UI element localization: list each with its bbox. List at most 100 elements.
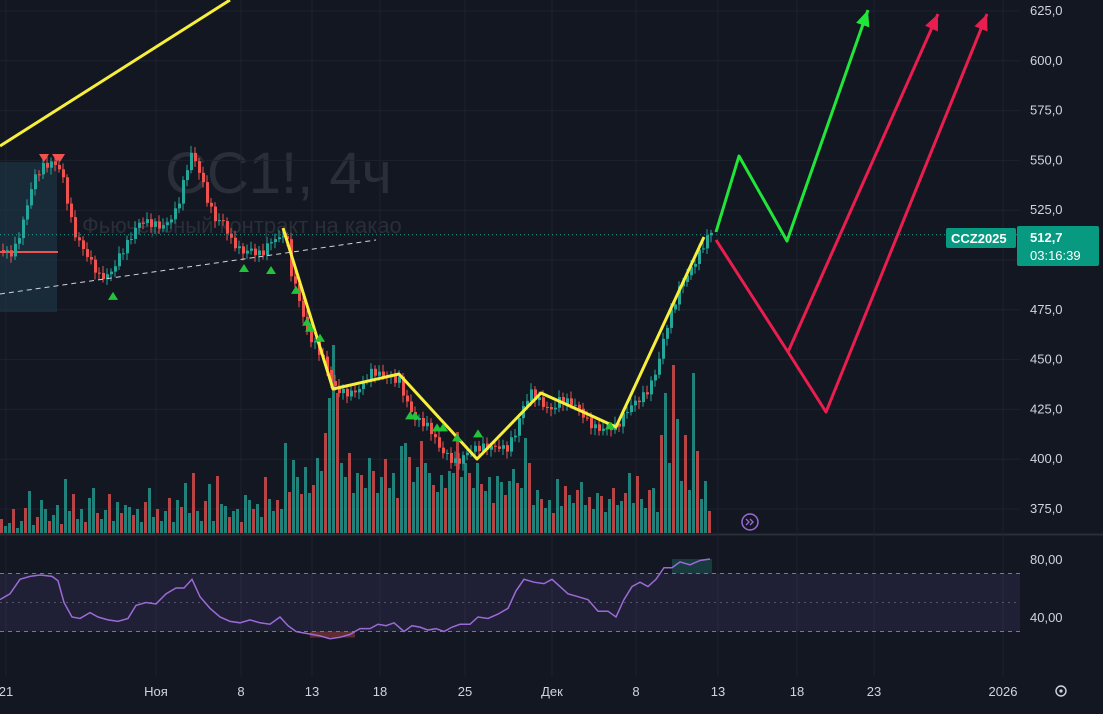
candle-body	[374, 368, 377, 376]
volume-bar	[492, 503, 495, 533]
support-trendline	[0, 239, 377, 295]
candle-body	[402, 376, 405, 396]
volume-bar	[392, 473, 395, 533]
volume-bar	[248, 500, 251, 533]
volume-bar	[288, 492, 291, 533]
candle-body	[246, 250, 249, 254]
volume-bar	[640, 499, 643, 533]
volume-bar	[192, 473, 195, 533]
symbol-badge	[946, 228, 1016, 248]
settings-gear-icon[interactable]	[1055, 685, 1067, 697]
candle-body	[350, 390, 353, 397]
volume-bar	[164, 511, 167, 533]
volume-bar	[528, 463, 531, 533]
time-tick-label: Ноя	[144, 684, 168, 699]
buy-signal-marker	[438, 423, 448, 432]
volume-bar	[12, 509, 15, 533]
candle-body	[526, 400, 529, 406]
volume-bar	[212, 521, 215, 533]
volume-bar	[540, 499, 543, 533]
candle-body	[310, 330, 313, 343]
buy-signal-marker	[315, 333, 325, 342]
volume-bar	[124, 505, 127, 533]
volume-bar	[296, 477, 299, 533]
candle-body	[54, 161, 57, 165]
volume-bar	[708, 511, 711, 533]
volume-bar	[308, 493, 311, 533]
rsi-overbought-fill	[672, 559, 712, 574]
candle-body	[642, 392, 645, 403]
volume-bar	[696, 451, 699, 533]
candle-body	[382, 371, 385, 376]
volume-bar	[480, 484, 483, 533]
candle-body	[42, 163, 45, 175]
candle-body	[562, 397, 565, 405]
candle-body	[78, 237, 81, 241]
volume-bar	[484, 491, 487, 533]
volume-bar	[60, 524, 63, 533]
candle-body	[142, 222, 145, 224]
candle-body	[650, 380, 653, 395]
volume-bar	[384, 459, 387, 533]
volume-bar	[352, 493, 355, 533]
volume-bar	[136, 509, 139, 533]
volume-bar	[184, 483, 187, 533]
candle-body	[130, 238, 133, 240]
candle-body	[342, 388, 345, 394]
candle-body	[258, 250, 261, 256]
buy-signal-marker	[108, 291, 118, 300]
candle-body	[510, 437, 513, 452]
volume-bar	[76, 519, 79, 533]
time-tick-label: 25	[458, 684, 472, 699]
buy-signal-marker	[410, 411, 420, 420]
volume-bar	[4, 526, 7, 533]
price-pane[interactable]	[0, 0, 1020, 533]
volume-bar	[620, 501, 623, 533]
candle-body	[446, 452, 449, 454]
time-tick-label: 8	[237, 684, 244, 699]
candle-body	[334, 381, 337, 386]
volume-bar	[432, 485, 435, 533]
candle-body	[194, 152, 197, 162]
volume-bar	[272, 511, 275, 533]
scroll-to-realtime-icon[interactable]	[741, 513, 759, 531]
price-tick-label: 450,0	[1030, 352, 1063, 367]
rsi-oversold-fill	[310, 631, 355, 638]
volume-bar	[568, 495, 571, 533]
volume-bar	[332, 345, 335, 533]
volume-bar	[360, 475, 363, 533]
candle-body	[110, 271, 113, 275]
volume-bar	[532, 505, 535, 533]
volume-bar	[56, 505, 59, 533]
volume-bar	[252, 509, 255, 533]
candle-body	[18, 238, 21, 244]
candle-body	[122, 253, 125, 255]
time-tick-label: 13	[711, 684, 725, 699]
volume-bar	[488, 477, 491, 533]
candle-body	[398, 376, 401, 383]
volume-bar	[356, 473, 359, 533]
volume-bar	[472, 488, 475, 533]
volume-bar	[464, 463, 467, 533]
candle-body	[206, 182, 209, 203]
volume-bar	[632, 503, 635, 533]
candle-body	[410, 401, 413, 412]
candle-body	[226, 221, 229, 234]
candle-body	[466, 452, 469, 456]
candle-body	[90, 257, 93, 260]
volume-bar	[204, 501, 207, 533]
projection-arrow-deep-path	[786, 13, 989, 414]
volume-bar	[48, 521, 51, 533]
volume-bar	[52, 515, 55, 533]
volume-bar	[24, 508, 27, 533]
candle-body	[230, 233, 233, 238]
rsi-pane[interactable]	[0, 536, 1020, 676]
volume-bar	[316, 458, 319, 533]
candle-body	[22, 219, 25, 239]
volume-bar	[444, 488, 447, 533]
volume-bar	[704, 481, 707, 533]
sell-signal-marker	[39, 154, 49, 162]
volume-bar	[300, 494, 303, 533]
